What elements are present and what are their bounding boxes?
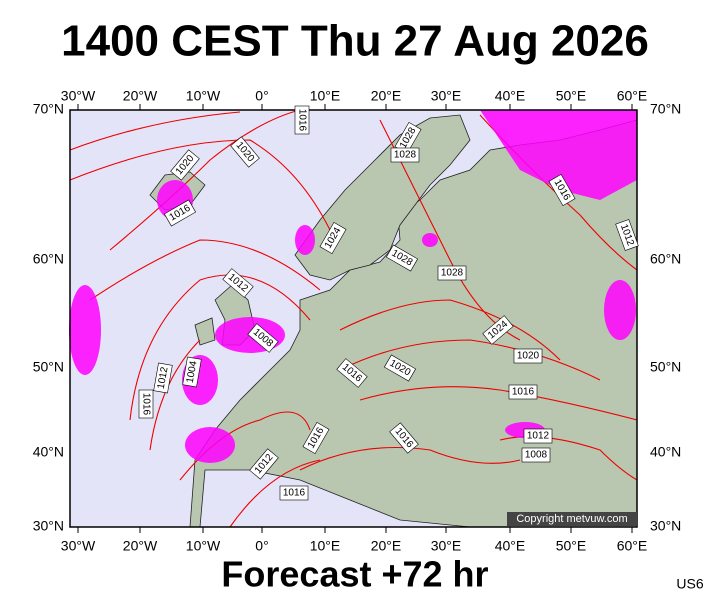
isobar-label-text: 1016	[283, 488, 306, 499]
isobar-label: 1016	[279, 485, 309, 501]
title: 1400 CEST Thu 27 Aug 2026	[61, 17, 649, 66]
isobar-label-bg	[523, 428, 553, 444]
isobar-label-bg	[182, 356, 202, 388]
lon-label-bottom: 20°W	[123, 538, 158, 554]
isobar-label-text: 1028	[441, 268, 464, 279]
isobar-label-text: 1016	[140, 393, 151, 416]
map-frame	[69, 109, 638, 528]
isobar-label-text: 1004	[185, 360, 200, 384]
isobar-label-bg	[294, 105, 310, 135]
lon-label-top: 60°E	[617, 88, 648, 104]
isobar-label-bg	[548, 173, 576, 207]
lon-label-top: 0°	[255, 88, 268, 104]
isobar-label-bg	[222, 268, 254, 298]
isobar-label-bg	[153, 362, 173, 394]
lat-label-right: 50°N	[650, 359, 681, 375]
lon-label-top: 30°W	[61, 88, 96, 104]
lon-label-top: 40°E	[495, 88, 526, 104]
isobar-label-bg	[249, 448, 279, 480]
lon-label-bottom: 30°W	[61, 538, 96, 554]
isobar-label: 1016	[294, 105, 310, 135]
isobars	[69, 109, 638, 528]
isobar-label-bg	[482, 315, 514, 345]
isobar-label-bg	[390, 147, 420, 163]
lon-label-bottom: 60°E	[617, 538, 648, 554]
lat-label-left: 60°N	[33, 251, 64, 267]
isobar-label-text: 1016	[512, 387, 535, 398]
copyright: Copyright metvuw.com	[516, 513, 627, 525]
isobar-label-text: 1020	[517, 351, 540, 362]
isobar-label-bg	[319, 221, 347, 255]
lon-label-bottom: 50°E	[556, 538, 587, 554]
isobar-label-bg	[389, 422, 419, 454]
lat-label-left: 40°N	[33, 444, 64, 460]
isobar-label-bg	[615, 219, 639, 251]
isobar-label: 1004	[182, 356, 202, 388]
lat-label-left: 50°N	[33, 359, 64, 375]
isobar-label-text: 1008	[525, 450, 548, 461]
lon-label-bottom: 0°	[255, 538, 268, 554]
lon-label-top: 20°E	[371, 88, 402, 104]
isobar-label: 1016	[138, 389, 154, 419]
lon-label-bottom: 10°W	[186, 538, 221, 554]
lon-label-top: 20°W	[123, 88, 158, 104]
isobar-label-bg	[163, 199, 197, 227]
lat-label-left: 30°N	[33, 518, 64, 534]
isobar-label-bg	[336, 358, 368, 388]
isobar-label-text: 1028	[394, 150, 417, 161]
lon-label-bottom: 10°E	[310, 538, 341, 554]
isobar-label-bg	[302, 421, 330, 455]
isobar-label-bg	[247, 323, 279, 353]
isobar-label: 1008	[521, 447, 551, 463]
lon-label-top: 50°E	[556, 88, 587, 104]
isobar-label: 1012	[523, 428, 553, 444]
lon-label-top: 10°E	[310, 88, 341, 104]
lat-label-right: 30°N	[650, 518, 681, 534]
isobar-label: 1028	[390, 147, 420, 163]
lon-label-top: 10°W	[186, 88, 221, 104]
isobar-label: 1012	[615, 219, 639, 251]
forecast-label: Forecast +72 hr	[221, 554, 488, 595]
isobar-label-bg	[513, 348, 543, 364]
isobar-label-text: 1012	[156, 366, 171, 390]
isobar-label: 1012	[153, 362, 173, 394]
isobar-label-bg	[385, 244, 419, 272]
isobar-label: 1020	[513, 348, 543, 364]
lon-label-bottom: 40°E	[495, 538, 526, 554]
isobar-label-bg	[508, 384, 538, 400]
isobar-label-bg	[138, 389, 154, 419]
copyright-bg	[507, 512, 637, 526]
isobar-label: 1016	[508, 384, 538, 400]
isobar-label: 1028	[437, 265, 467, 281]
isobar-label-bg	[383, 354, 417, 382]
lon-label-bottom: 30°E	[431, 538, 462, 554]
isobar-label-text: 1016	[296, 109, 307, 132]
isobar-label-text: 1012	[527, 431, 550, 442]
isobar-label-bg	[521, 447, 551, 463]
lat-label-right: 40°N	[650, 444, 681, 460]
lat-label-left: 70°N	[33, 101, 64, 117]
lon-label-bottom: 20°E	[371, 538, 402, 554]
isobar-label-bg	[170, 149, 200, 181]
map	[69, 109, 638, 528]
isobar-label-bg	[437, 265, 467, 281]
isobar-label-bg	[230, 136, 260, 168]
lon-label-top: 30°E	[431, 88, 462, 104]
lat-label-right: 60°N	[650, 251, 681, 267]
product-code: US6	[676, 576, 703, 592]
lat-label-right: 70°N	[650, 101, 681, 117]
isobar-label-bg	[279, 485, 309, 501]
